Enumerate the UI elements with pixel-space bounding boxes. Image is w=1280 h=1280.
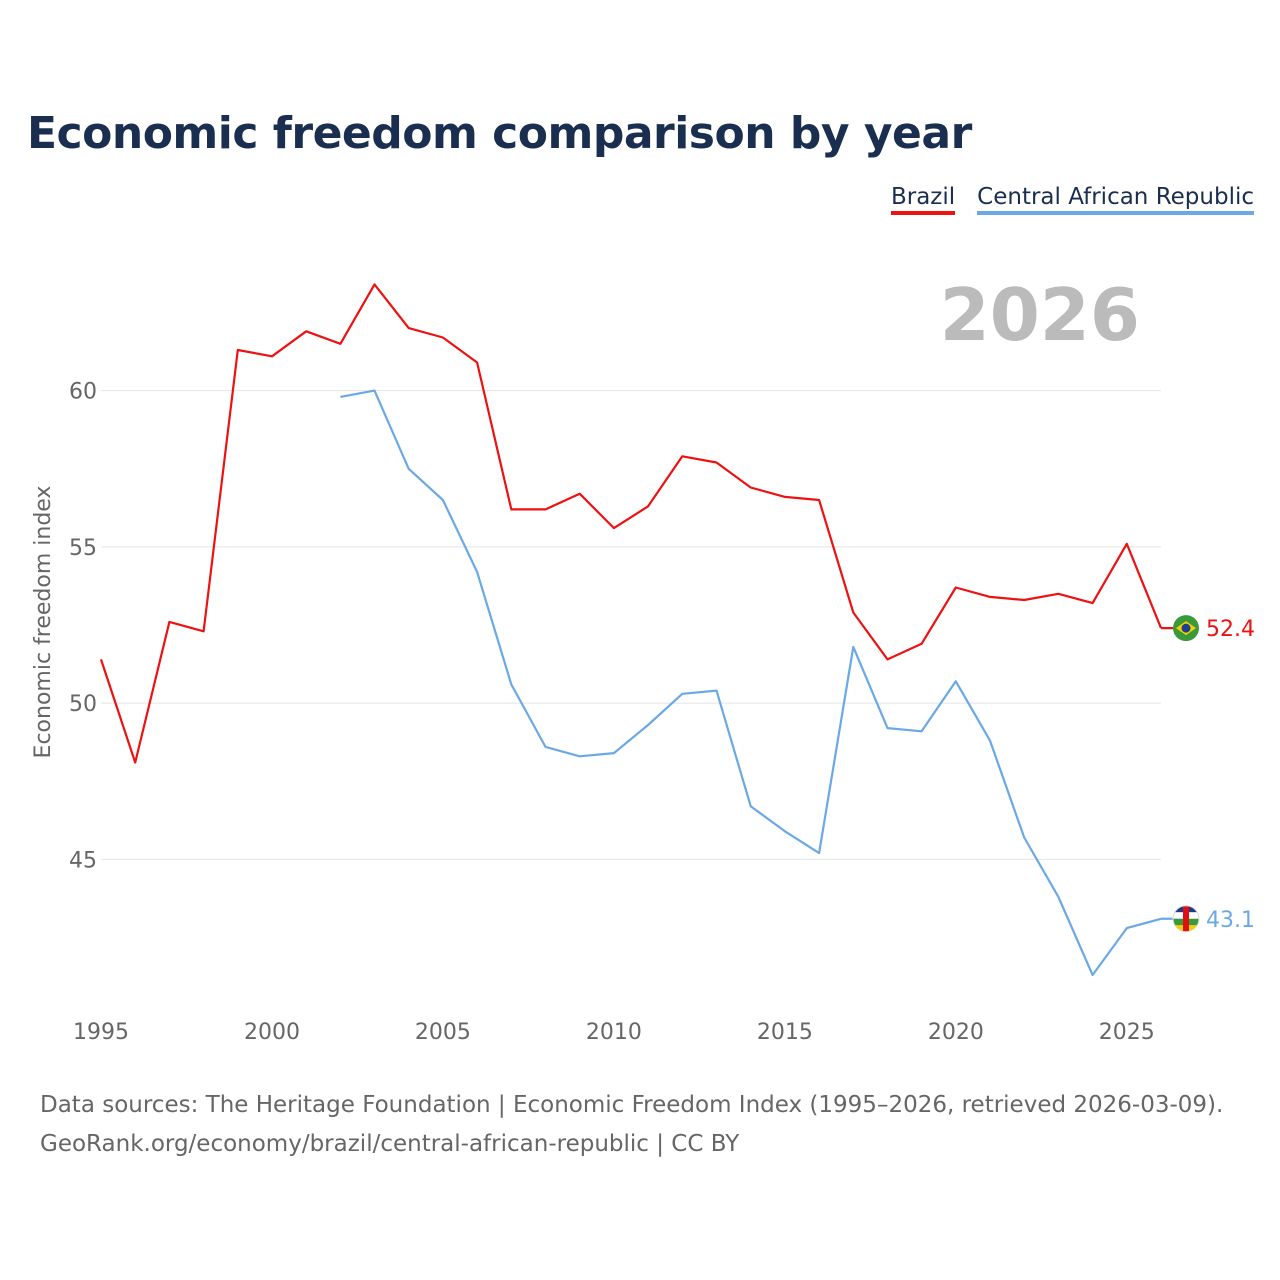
x-tick-label: 2025 xyxy=(1099,1020,1155,1045)
y-tick-label: 55 xyxy=(69,536,97,561)
legend-item-central-african-republic[interactable]: Central African Republic xyxy=(977,184,1254,215)
y-tick-label: 50 xyxy=(69,692,97,717)
y-axis-label: Economic freedom index xyxy=(31,486,56,759)
end-markers: 52.4 43.1 xyxy=(1172,615,1255,933)
x-tick-label: 2010 xyxy=(586,1020,642,1045)
axis-ticks: 45 50 55 60 1995 2000 2005 2010 2015 2020 2025 xyxy=(69,380,1155,1045)
end-value-label-brazil: 52.4 xyxy=(1206,617,1255,642)
y-tick-label: 60 xyxy=(69,380,97,405)
footer-attribution[interactable]: GeoRank.org/economy/brazil/central-afric… xyxy=(40,1131,740,1157)
y-tick-label: 45 xyxy=(69,848,97,873)
footer-sources: Data sources: The Heritage Foundation | … xyxy=(40,1092,1224,1118)
chart-title: Economic freedom comparison by year xyxy=(27,108,972,159)
gridlines xyxy=(101,390,1161,860)
x-tick-label: 2000 xyxy=(244,1020,300,1045)
x-tick-label: 2015 xyxy=(757,1020,813,1045)
legend: Brazil Central African Republic xyxy=(890,184,1254,215)
series-lines xyxy=(99,283,1186,977)
year-watermark: 2026 xyxy=(940,273,1140,357)
legend-item-brazil[interactable]: Brazil xyxy=(890,184,956,215)
x-tick-label: 2005 xyxy=(415,1020,471,1045)
central-african-republic-flag-icon xyxy=(1172,905,1200,933)
x-tick-label: 1995 xyxy=(73,1020,129,1045)
series-line-central-african-republic[interactable] xyxy=(340,389,1162,977)
end-value-label-central-african-republic: 43.1 xyxy=(1206,908,1255,933)
series-line-brazil[interactable] xyxy=(99,283,1163,764)
brazil-flag-icon xyxy=(1173,615,1199,642)
x-tick-label: 2020 xyxy=(928,1020,984,1045)
footer: Data sources: The Heritage Foundation | … xyxy=(40,1086,1223,1164)
